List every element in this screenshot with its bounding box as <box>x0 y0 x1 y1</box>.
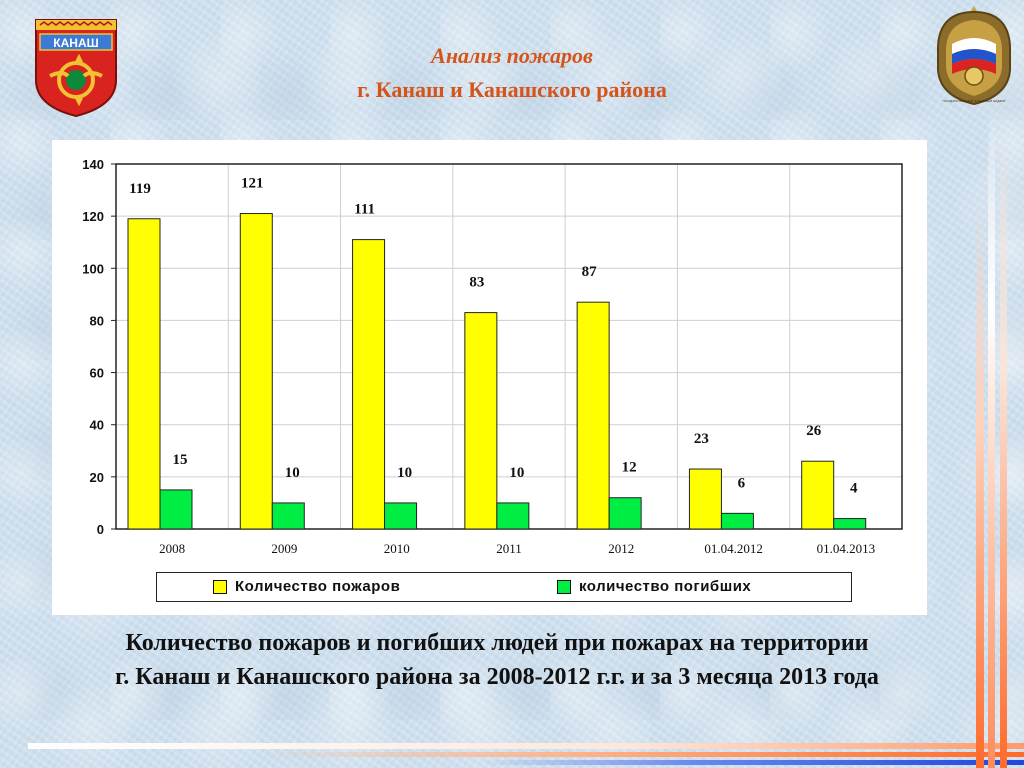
bar-deaths-label: 10 <box>397 465 412 481</box>
legend-label-fires: Количество пожаров <box>235 578 401 595</box>
legend-item-fires: Количество пожаров <box>213 578 400 595</box>
fire-supervision-emblem: ГОСУДАРСТВЕННЫЙ ПОЖАРНЫЙ НАДЗОР <box>937 6 1011 106</box>
decor-stripe-vertical-2 <box>988 110 995 768</box>
decor-stripe-bottom-blue <box>480 760 1024 765</box>
legend-swatch-fires <box>213 579 227 594</box>
y-tick-label: 20 <box>90 470 104 485</box>
bar-fires-label: 87 <box>582 264 598 280</box>
chart-legend: Количество пожаров количество погибших <box>156 572 852 602</box>
y-tick-label: 140 <box>82 157 104 172</box>
bar-deaths-label: 6 <box>738 475 746 491</box>
bar-deaths <box>384 502 418 530</box>
y-tick-label: 40 <box>90 418 104 433</box>
caption-line-1: Количество пожаров и погибших людей при … <box>125 630 869 656</box>
bar-fires <box>464 312 498 530</box>
page-title: Анализ пожаров <box>431 43 593 68</box>
bar-deaths <box>833 518 867 530</box>
fires-chart: 0 20 40 60 80 100 120 140 2008 2009 2010 2011 2012 01… <box>82 157 903 556</box>
bar-fires <box>801 460 835 530</box>
bar-fires-label: 111 <box>354 202 375 218</box>
y-tick-label: 60 <box>90 366 104 381</box>
x-tick-label: 2010 <box>384 541 410 556</box>
y-tick-label: 0 <box>97 522 104 537</box>
bar-deaths <box>608 497 642 530</box>
bar-fires-label: 26 <box>806 423 822 439</box>
bar-fires-label: 83 <box>469 275 484 291</box>
x-tick-label: 2009 <box>271 541 297 556</box>
bar-fires <box>352 239 386 530</box>
x-tick-label: 2012 <box>608 541 634 556</box>
kanash-emblem: КАНАШ <box>35 19 117 118</box>
legend-swatch-deaths <box>557 579 571 594</box>
bar-deaths-label: 4 <box>850 481 858 497</box>
bar-deaths-label: 10 <box>509 465 524 481</box>
bar-fires-label: 23 <box>694 431 709 447</box>
page-subtitle: г. Канаш и Канашского района <box>357 77 667 102</box>
bar-fires-label: 119 <box>129 181 151 197</box>
decor-stripe-vertical-3 <box>1000 120 1007 768</box>
x-tick-label: 2008 <box>159 541 185 556</box>
caption-line-2: г. Канаш и Канашского района за 2008-201… <box>115 664 879 690</box>
decor-stripe-bottom-light <box>28 743 1024 749</box>
x-tick-label: 01.04.2013 <box>817 541 876 556</box>
bar-fires-label: 121 <box>241 176 263 192</box>
legend-item-deaths: количество погибших <box>557 578 751 595</box>
bar-fires <box>576 301 610 530</box>
bar-deaths-label: 12 <box>622 460 637 476</box>
decor-stripe-vertical-1 <box>976 206 984 768</box>
bar-deaths <box>496 502 530 530</box>
bar-deaths <box>159 489 193 530</box>
fire-supervision-emblem-label: ГОСУДАРСТВЕННЫЙ ПОЖАРНЫЙ НАДЗОР <box>943 99 1006 103</box>
bar-deaths-label: 15 <box>173 452 188 468</box>
y-tick-label: 120 <box>82 209 104 224</box>
bar-deaths-label: 10 <box>285 465 300 481</box>
chart-panel: 0 20 40 60 80 100 120 140 2008 2009 2010 2011 2012 01… <box>52 140 927 615</box>
y-tick-label: 100 <box>82 261 104 276</box>
bar-fires <box>127 218 161 530</box>
bar-fires <box>239 213 273 530</box>
bar-deaths <box>720 512 754 530</box>
legend-label-deaths: количество погибших <box>579 578 752 595</box>
bar-fires <box>688 468 722 530</box>
bar-deaths <box>271 502 305 530</box>
decor-stripe-bottom-orange <box>260 752 1024 757</box>
x-tick-label: 2011 <box>496 541 522 556</box>
y-tick-label: 80 <box>90 313 104 328</box>
kanash-emblem-label: КАНАШ <box>53 36 98 50</box>
x-tick-label: 01.04.2012 <box>704 541 763 556</box>
